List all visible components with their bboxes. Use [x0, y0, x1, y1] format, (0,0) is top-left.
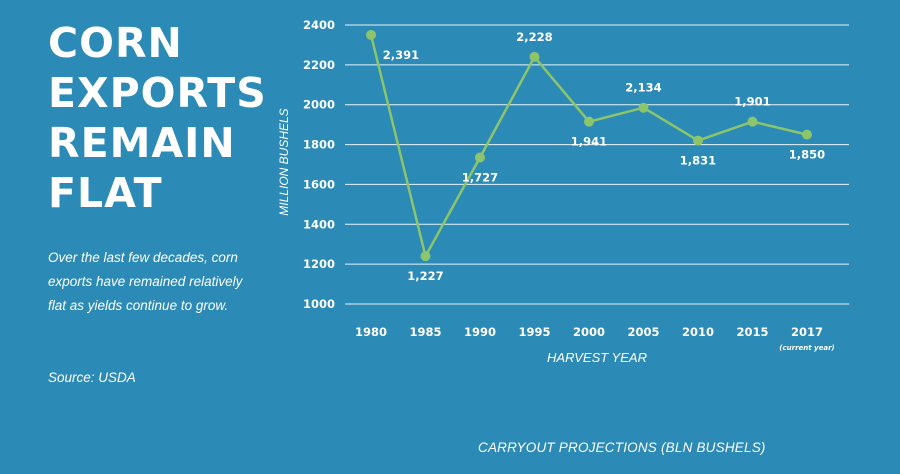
data-label: 1,901: [734, 95, 770, 109]
data-point: [693, 136, 703, 146]
data-label: 2,134: [625, 81, 661, 95]
data-label: 2,228: [516, 30, 552, 44]
x-tick-label: 1990: [464, 325, 496, 339]
data-point: [639, 103, 649, 113]
data-label: 1,727: [462, 171, 498, 185]
y-tick-label: 1400: [303, 217, 335, 231]
data-point: [802, 130, 812, 140]
x-tick-label: 2000: [573, 325, 605, 339]
data-point: [475, 153, 485, 163]
y-tick-label: 2200: [303, 58, 335, 72]
x-tick-label: 1995: [518, 325, 550, 339]
data-label: 1,941: [571, 135, 607, 149]
y-tick-label: 1000: [303, 297, 335, 311]
data-point: [366, 30, 376, 40]
data-point: [748, 117, 758, 127]
x-tick-label: 2005: [627, 325, 659, 339]
x-tick-label: 2010: [682, 325, 714, 339]
data-point: [584, 117, 594, 127]
data-label: 2,391: [383, 48, 419, 62]
data-point: [530, 52, 540, 62]
y-tick-label: 2000: [303, 98, 335, 112]
x-tick-label: 2017: [791, 325, 823, 339]
x-tick-label: 1980: [355, 325, 387, 339]
y-tick-label: 1600: [303, 177, 335, 191]
data-label: 1,831: [680, 154, 716, 168]
x-tick-sublabel: (current year): [779, 344, 834, 352]
y-axis-label: MILLION BUSHELS: [277, 108, 291, 215]
data-label: 1,850: [789, 148, 825, 162]
data-label: 1,227: [407, 269, 443, 283]
x-tick-label: 2015: [736, 325, 768, 339]
x-axis-label: HARVEST YEAR: [547, 350, 647, 365]
y-tick-label: 2400: [303, 18, 335, 32]
data-point: [421, 251, 431, 261]
y-tick-label: 1200: [303, 257, 335, 271]
x-tick-label: 1985: [409, 325, 441, 339]
line-chart: 1000 1200 1400 1600 1800 2000 2200 2400 MILLION …: [0, 0, 900, 474]
y-tick-label: 1800: [303, 138, 335, 152]
